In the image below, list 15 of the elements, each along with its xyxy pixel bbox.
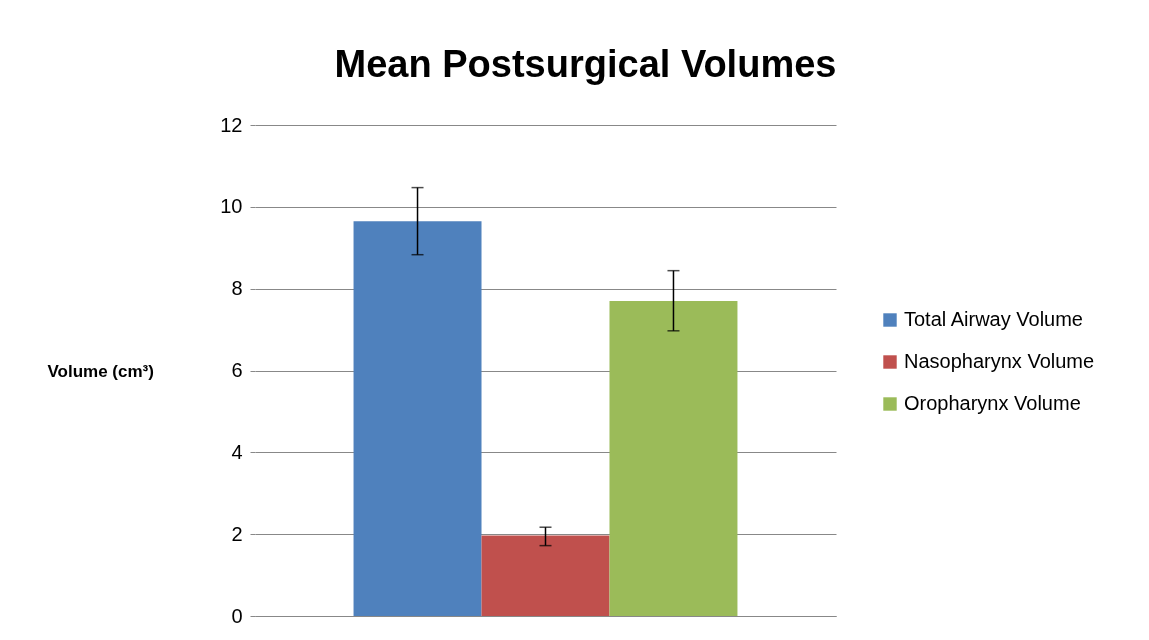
legend-label: Total Airway Volume [904, 308, 1083, 330]
legend-label: Nasopharynx Volume [904, 350, 1095, 372]
bar [481, 535, 610, 616]
bar [609, 300, 738, 616]
legend-label: Oropharynx Volume [904, 392, 1081, 414]
y-axis-title: Volume (cm³) [47, 361, 154, 381]
y-tick-label: 6 [231, 359, 243, 381]
bar [353, 221, 482, 616]
y-tick-label: 10 [220, 195, 243, 218]
y-tick-label: 12 [220, 113, 243, 136]
chart-title: Mean Postsurgical Volumes [334, 43, 837, 85]
y-tick-label: 0 [231, 604, 243, 627]
y-tick-label: 4 [231, 440, 243, 463]
y-tick-label: 2 [231, 522, 243, 545]
y-tick-label: 8 [231, 277, 243, 300]
